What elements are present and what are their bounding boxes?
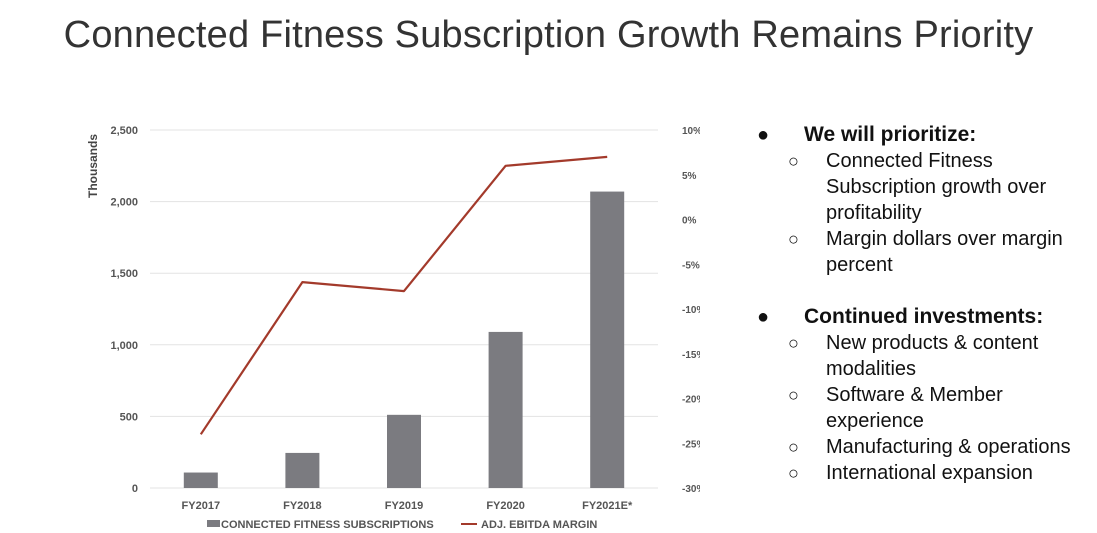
y-tick-label: 1,500 — [110, 268, 138, 280]
y2-tick-label: -10% — [682, 305, 700, 316]
y-tick-label: 1,000 — [110, 340, 138, 352]
x-tick-label: FY2019 — [385, 500, 424, 512]
chart-panel: 0 500 1,000 1,500 2,000 2,500 -30% -25% -20% -15%… — [80, 108, 700, 533]
bar — [488, 331, 523, 488]
y-tick-label: 2,000 — [110, 197, 138, 209]
y2-tick-label: -25% — [682, 439, 700, 450]
sub-bullet-marker: ○ — [788, 385, 799, 405]
sub-bullet-text: Margin dollars over margin percent — [826, 228, 1063, 276]
bar — [285, 452, 320, 488]
sub-bullet-item: ○ Software & Member experience — [788, 382, 1095, 434]
bullet-item: ● Continued investments: — [755, 304, 1095, 330]
bullet-group: ● Continued investments: ○ New products & c… — [755, 304, 1095, 486]
y-tick-label: 2,500 — [110, 125, 138, 137]
sub-bullet-item: ○ New products & content modalities — [788, 330, 1095, 382]
y2-tick-label: -30% — [682, 484, 700, 495]
sub-bullet-text: New products & content modalities — [826, 332, 1039, 380]
y-tick-label: 0 — [132, 483, 138, 495]
y2-tick-label: -20% — [682, 395, 700, 406]
bullet-group: ● We will prioritize: ○ Connected Fitness S… — [755, 122, 1095, 278]
y-axis-label: Thousands — [86, 134, 100, 198]
bullet-item: ● We will prioritize: — [755, 122, 1095, 148]
legend-label-bar: CONNECTED FITNESS SUBSCRIPTIONS — [221, 519, 434, 531]
bullet-heading: We will prioritize: — [804, 123, 977, 146]
sub-bullet-marker: ○ — [788, 463, 799, 483]
y2-tick-label: -15% — [682, 350, 700, 361]
y2-tick-label: 5% — [682, 171, 697, 182]
sub-bullet-item: ○ International expansion — [788, 460, 1095, 486]
bullet-marker: ● — [757, 306, 770, 328]
sub-bullet-marker: ○ — [788, 151, 799, 171]
sub-bullet-item: ○ Connected Fitness Subscription growth o… — [788, 148, 1095, 226]
subscriptions-margin-chart: 0 500 1,000 1,500 2,000 2,500 -30% -25% -20% -15%… — [86, 125, 700, 531]
slide-title: Connected Fitness Subscription Growth Re… — [63, 14, 1034, 56]
sub-bullet-marker: ○ — [788, 333, 799, 353]
x-tick-label: FY2020 — [486, 500, 525, 512]
bullet-marker: ● — [757, 124, 770, 146]
sub-bullet-text: International expansion — [826, 462, 1033, 484]
bullet-heading: Continued investments: — [804, 305, 1044, 328]
bar — [183, 472, 218, 488]
x-tick-label: FY2021E* — [582, 500, 633, 512]
sub-bullet-marker: ○ — [788, 229, 799, 249]
bar — [590, 191, 625, 488]
sub-bullet-marker: ○ — [788, 437, 799, 457]
legend-label-line: ADJ. EBITDA MARGIN — [481, 519, 597, 531]
bullet-list: ● We will prioritize: ○ Connected Fitness S… — [755, 122, 1095, 512]
y2-tick-label: 10% — [682, 126, 700, 137]
sub-bullet-text: Connected Fitness Subscription growth ov… — [826, 150, 1047, 224]
sub-bullet-item: ○ Margin dollars over margin percent — [788, 226, 1095, 278]
bar — [387, 414, 421, 488]
legend-swatch-bar — [207, 520, 220, 527]
x-tick-label: FY2017 — [182, 500, 221, 512]
sub-bullet-item: ○ Manufacturing & operations — [788, 434, 1095, 460]
y-tick-label: 500 — [120, 411, 138, 423]
margin-line — [199, 155, 608, 435]
y2-tick-label: 0% — [682, 216, 697, 227]
y2-tick-label: -5% — [682, 260, 700, 271]
sub-bullet-text: Manufacturing & operations — [826, 436, 1071, 458]
x-tick-label: FY2018 — [283, 500, 322, 512]
sub-bullet-text: Software & Member experience — [826, 384, 1003, 432]
